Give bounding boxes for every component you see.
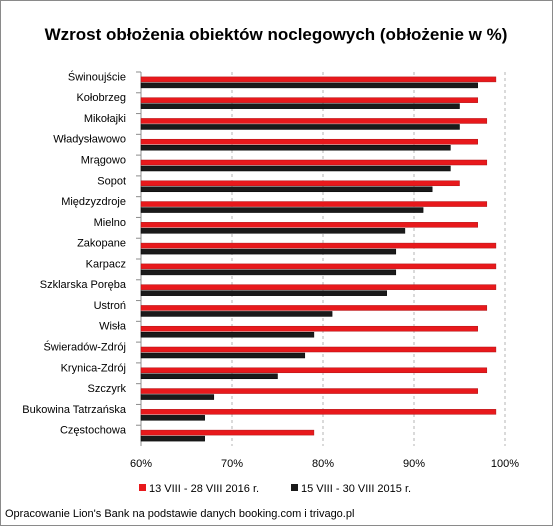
bar-2015-9 [140, 248, 397, 255]
bar-2016-11 [140, 284, 497, 290]
bar-2016-2 [140, 97, 478, 103]
legend-label-2016: 13 VIII - 28 VIII 2016 r. [149, 483, 259, 495]
category-label: Wisła [99, 321, 127, 333]
legend: 13 VIII - 28 VIII 2016 r. 15 VIII - 30 V… [139, 483, 411, 495]
bar-2015-5 [140, 165, 451, 172]
bar-2016-6 [140, 180, 460, 187]
bar-2016-12 [140, 305, 488, 311]
bar-2015-16 [140, 394, 215, 400]
category-label: Bukowina Tatrzańska [22, 404, 127, 416]
bar-2015-2 [140, 103, 460, 109]
bar-2016-18 [140, 429, 315, 436]
bar-2015-17 [140, 415, 205, 421]
bar-2015-15 [140, 373, 278, 380]
bar-2015-13 [140, 331, 315, 338]
bar-2015-3 [140, 124, 460, 130]
category-label: Mielno [94, 217, 126, 229]
bar-2016-13 [140, 325, 478, 332]
category-label: Mikołajki [84, 113, 126, 125]
chart-title: Wzrost obłożenia obiektów noclegowych (o… [45, 25, 508, 44]
bar-2016-15 [140, 367, 488, 374]
bar-2015-10 [140, 269, 397, 276]
category-label: Władysławowo [53, 134, 126, 146]
bar-2015-6 [140, 186, 433, 193]
bar-2016-9 [140, 242, 497, 249]
bar-2016-14 [140, 346, 497, 353]
bar-2016-5 [140, 159, 488, 166]
x-tick-label: 70% [221, 458, 243, 470]
legend-swatch-2016 [139, 484, 146, 491]
category-label: Szklarska Poręba [40, 279, 127, 291]
category-label: Ustroń [94, 300, 126, 312]
bar-2015-8 [140, 228, 406, 234]
legend-swatch-2015 [291, 484, 298, 491]
category-label: Mrągowo [81, 155, 126, 167]
bar-2015-7 [140, 207, 424, 213]
bar-2015-1 [140, 82, 478, 89]
category-label: Międzyzdroje [61, 196, 126, 208]
x-tick-label: 80% [312, 458, 334, 470]
bar-2015-14 [140, 352, 306, 359]
category-label: Szczyrk [88, 383, 127, 395]
category-label: Kołobrzeg [76, 92, 126, 104]
source-note: Opracowanie Lion's Bank na podstawie dan… [5, 508, 354, 520]
bar-2016-17 [140, 409, 497, 415]
category-label: Krynica-Zdrój [61, 362, 126, 374]
category-label: Częstochowa [60, 425, 127, 437]
bar-2016-1 [140, 76, 497, 83]
category-labels: Świnoujście Kołobrzeg Mikołajki Władysławow… [22, 70, 141, 437]
bar-2016-10 [140, 263, 497, 270]
bar-2015-12 [140, 311, 333, 317]
bar-2015-4 [140, 144, 451, 151]
bar-2016-3 [140, 118, 488, 124]
bar-2016-8 [140, 222, 478, 228]
bars [140, 76, 497, 442]
x-tick-label: 60% [130, 458, 152, 470]
x-axis-ticks: 60% 70% 80% 90% 100% [130, 458, 519, 470]
x-tick-label: 100% [491, 458, 519, 470]
bar-2016-4 [140, 138, 478, 145]
category-label: Świnoujście [68, 70, 126, 83]
legend-label-2015: 15 VIII - 30 VIII 2015 r. [301, 483, 411, 495]
bar-2016-16 [140, 388, 478, 394]
category-label: Sopot [97, 175, 126, 187]
x-tick-label: 90% [403, 458, 425, 470]
category-label: Karpacz [86, 258, 126, 270]
bar-2016-7 [140, 201, 488, 207]
bar-2015-11 [140, 290, 387, 296]
bar-2015-18 [140, 435, 205, 442]
category-label: Świeradów-Zdrój [43, 341, 126, 354]
category-label: Zakopane [77, 238, 126, 250]
